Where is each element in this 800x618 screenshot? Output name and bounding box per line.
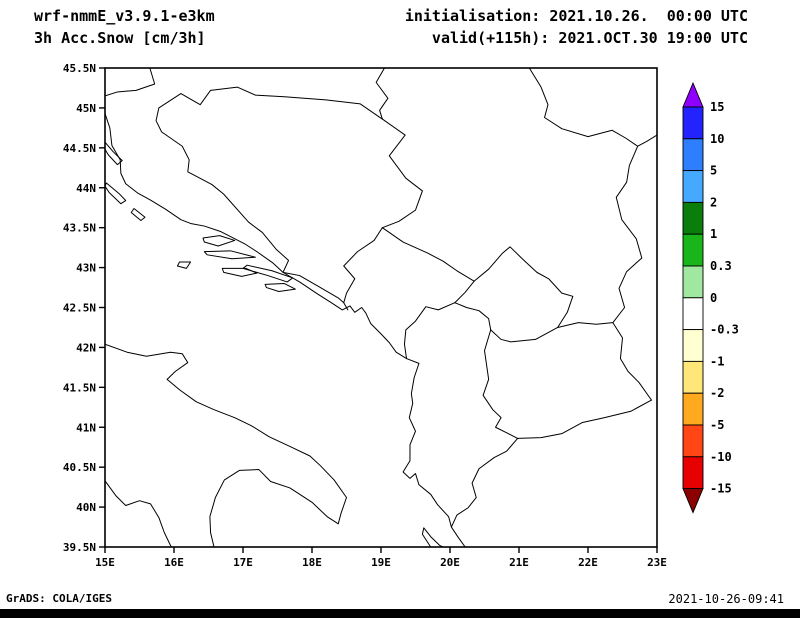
border-kosovo-serbia bbox=[474, 247, 573, 328]
border-montenegro-albania bbox=[404, 303, 454, 359]
colorbar-arrow-down bbox=[682, 488, 704, 514]
border-montenegro-kosovo bbox=[455, 281, 474, 303]
colorbar-segment bbox=[682, 265, 704, 299]
coastline-italy-adriatic bbox=[105, 344, 347, 547]
border-kosovo-albania bbox=[455, 303, 491, 330]
colorbar-label: -0.3 bbox=[710, 323, 739, 337]
init-time-label: initialisation: 2021.10.26. 00:00 UTC bbox=[404, 7, 748, 25]
bottom-bar bbox=[0, 609, 800, 618]
y-tick-label: 40N bbox=[76, 501, 96, 514]
border-bosnia-serbia-drina bbox=[382, 119, 422, 228]
island-mljet bbox=[265, 284, 295, 292]
y-tick-label: 41.5N bbox=[63, 381, 96, 394]
colorbar-segment bbox=[682, 201, 704, 235]
colorbar-segment bbox=[682, 329, 704, 362]
field-title: 3h Acc.Snow [cm/3h] bbox=[34, 29, 206, 47]
border-macedonia-bulgaria bbox=[613, 323, 652, 400]
colorbar-segment bbox=[682, 233, 704, 267]
colorbar-segment bbox=[682, 138, 704, 172]
x-tick-label: 21E bbox=[509, 556, 529, 569]
colorbar-legend: 15 10 5 2 1 0.3 0 -0.3 -1 -2 -5 -10 -15 bbox=[682, 81, 739, 514]
colorbar-segment bbox=[682, 106, 704, 140]
y-tick-label: 43N bbox=[76, 262, 96, 275]
x-tick-label: 19E bbox=[371, 556, 391, 569]
border-serbia-romania-danube bbox=[529, 68, 657, 146]
colorbar-segment bbox=[682, 424, 704, 458]
y-tick-label: 41N bbox=[76, 421, 96, 434]
x-tick-label: 18E bbox=[302, 556, 322, 569]
grads-credit: GrADS: COLA/IGES bbox=[6, 592, 112, 605]
y-axis: 45.5N 45N 44.5N 44N 43.5N 43N 42.5N 42N 41.5N 41N… bbox=[63, 62, 105, 554]
island-hvar bbox=[204, 251, 255, 259]
time-block: initialisation: 2021.10.26. 00:00 UTC va… bbox=[405, 5, 748, 49]
border-slovenia-croatia bbox=[105, 68, 155, 96]
colorbar-label: 15 bbox=[710, 100, 724, 114]
colorbar-label: 5 bbox=[710, 164, 717, 178]
x-tick-label: 16E bbox=[164, 556, 184, 569]
colorbar-label: 0 bbox=[710, 291, 717, 305]
valid-time-label: valid(+115h): 2021.OCT.30 19:00 UTC bbox=[431, 29, 748, 47]
y-tick-label: 42.5N bbox=[63, 302, 96, 315]
island-dugi-otok bbox=[105, 183, 126, 204]
y-tick-label: 45N bbox=[76, 102, 96, 115]
model-title: wrf-nmmE_v3.9.1-e3km bbox=[34, 7, 215, 25]
x-tick-label: 22E bbox=[578, 556, 598, 569]
y-tick-label: 44.5N bbox=[63, 142, 96, 155]
colorbar-label: -1 bbox=[710, 354, 724, 368]
island-korcula bbox=[222, 268, 257, 276]
colorbar-segment bbox=[682, 456, 704, 490]
x-tick-label: 23E bbox=[647, 556, 667, 569]
border-macedonia-greece bbox=[518, 400, 652, 438]
island-murter bbox=[131, 209, 145, 221]
island-corfu bbox=[422, 528, 443, 547]
colorbar-label: 10 bbox=[710, 132, 724, 146]
border-albania-greece bbox=[451, 438, 517, 527]
y-tick-label: 43.5N bbox=[63, 222, 96, 235]
x-tick-label: 17E bbox=[233, 556, 253, 569]
creation-timestamp: 2021-10-26-09:41 bbox=[668, 592, 784, 606]
title-block: wrf-nmmE_v3.9.1-e3km 3h Acc.Snow [cm/3h] bbox=[34, 5, 215, 49]
peninsula-peljesac bbox=[243, 265, 293, 282]
colorbar-segment bbox=[682, 297, 704, 331]
colorbar-label: -5 bbox=[710, 418, 724, 432]
island-vis bbox=[177, 262, 190, 268]
border-croatia-serbia bbox=[376, 68, 388, 119]
y-tick-label: 42N bbox=[76, 341, 96, 354]
colorbar-label: 1 bbox=[710, 227, 717, 241]
y-tick-label: 39.5N bbox=[63, 541, 96, 554]
border-bosnia-montenegro bbox=[344, 228, 383, 303]
border-serbia-montenegro bbox=[382, 228, 474, 281]
border-albania-macedonia bbox=[483, 330, 518, 439]
x-tick-label: 20E bbox=[440, 556, 460, 569]
colorbar-segment bbox=[682, 170, 704, 203]
border-serbia-macedonia bbox=[558, 323, 613, 328]
border-bosnia-croatia-dubrovnik-strip bbox=[283, 272, 348, 310]
colorbar-arrow-up bbox=[682, 81, 704, 108]
y-tick-label: 44N bbox=[76, 182, 96, 195]
colorbar-segment bbox=[682, 392, 704, 426]
island-pag bbox=[105, 142, 122, 164]
coastline-italy-tyrrhenian bbox=[105, 481, 171, 547]
colorbar-label: -2 bbox=[710, 386, 724, 400]
border-croatia-bosnia bbox=[156, 87, 382, 272]
island-brac bbox=[203, 236, 235, 246]
colorbar-label: -15 bbox=[710, 482, 732, 496]
plot-frame bbox=[104, 67, 658, 548]
y-tick-label: 40.5N bbox=[63, 461, 96, 474]
border-serbia-bulgaria bbox=[613, 146, 642, 322]
colorbar-label: 2 bbox=[710, 195, 717, 209]
coastline-east-adriatic bbox=[105, 114, 465, 547]
x-axis: 15E 16E 17E 18E 19E 20E 21E 22E 23E bbox=[95, 547, 667, 569]
colorbar-label: 0.3 bbox=[710, 259, 732, 273]
colorbar-segment bbox=[682, 360, 704, 394]
map-region bbox=[105, 68, 657, 547]
y-tick-label: 45.5N bbox=[63, 62, 96, 75]
border-kosovo-macedonia bbox=[491, 327, 558, 341]
colorbar-label: -10 bbox=[710, 450, 732, 464]
x-tick-label: 15E bbox=[95, 556, 115, 569]
